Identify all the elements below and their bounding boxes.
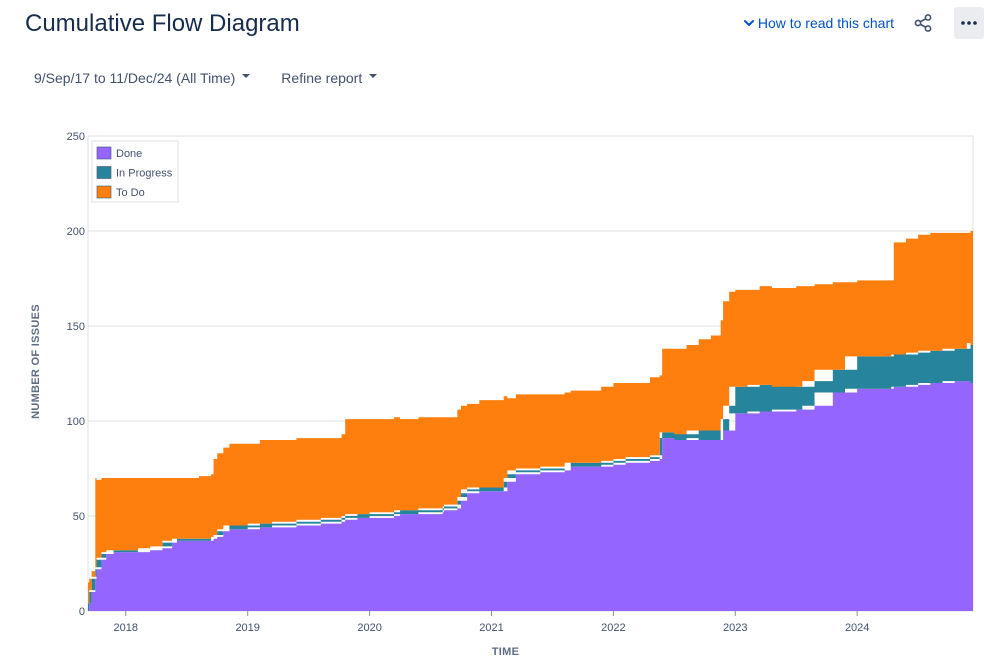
report-filters: 9/Sep/17 to 11/Dec/24 (All Time) Refine … — [34, 70, 378, 86]
chart-axes: 0 50 100 150 200 250 2018 2019 2020 2021 2022 2023 2… — [30, 131, 869, 656]
y-axis-title: NUMBER OF ISSUES — [30, 304, 42, 419]
x-tick-label: 2024 — [845, 622, 869, 634]
legend-swatch — [96, 166, 112, 179]
y-tick-label: 50 — [73, 511, 85, 523]
legend-swatch — [96, 185, 112, 199]
y-tick-label: 200 — [67, 226, 85, 238]
date-range-label: 9/Sep/17 to 11/Dec/24 (All Time) — [34, 70, 236, 86]
more-options-icon — [961, 21, 977, 25]
x-axis-title: TIME — [492, 646, 519, 656]
date-range-dropdown[interactable]: 9/Sep/17 to 11/Dec/24 (All Time) — [34, 70, 251, 86]
x-tick-label: 2018 — [114, 622, 138, 634]
area-series-to-do — [88, 219, 973, 611]
caret-down-icon — [369, 74, 378, 78]
legend-entry: In Progress — [116, 168, 173, 180]
chart-legend: Done In Progress To Do — [91, 140, 179, 203]
x-tick-label: 2023 — [723, 622, 747, 634]
share-icon — [914, 14, 932, 32]
chevron-down-icon — [743, 20, 754, 26]
legend-entry: Done — [116, 148, 142, 160]
y-tick-label: 0 — [79, 606, 85, 618]
y-tick-label: 250 — [67, 131, 85, 143]
page-title: Cumulative Flow Diagram — [25, 10, 300, 37]
x-tick-label: 2019 — [235, 622, 259, 634]
x-tick-label: 2021 — [479, 622, 503, 634]
y-tick-label: 100 — [67, 416, 85, 428]
caret-down-icon — [242, 74, 251, 78]
how-to-read-label: How to read this chart — [757, 15, 894, 31]
how-to-read-link[interactable]: How to read this chart — [743, 15, 894, 31]
chart-areas — [88, 219, 973, 611]
header-actions: How to read this chart — [743, 6, 984, 40]
refine-report-dropdown[interactable]: Refine report — [281, 70, 378, 86]
y-tick-label: 150 — [67, 321, 85, 333]
area-series-in-progress — [88, 343, 973, 611]
x-tick-label: 2022 — [601, 622, 625, 634]
legend-entry: To Do — [116, 187, 145, 199]
area-series-done — [88, 381, 973, 611]
share-button[interactable] — [912, 12, 934, 34]
refine-report-label: Refine report — [281, 70, 363, 86]
legend-swatch — [96, 146, 112, 160]
x-tick-label: 2020 — [357, 622, 381, 634]
more-options-button[interactable] — [954, 7, 984, 39]
